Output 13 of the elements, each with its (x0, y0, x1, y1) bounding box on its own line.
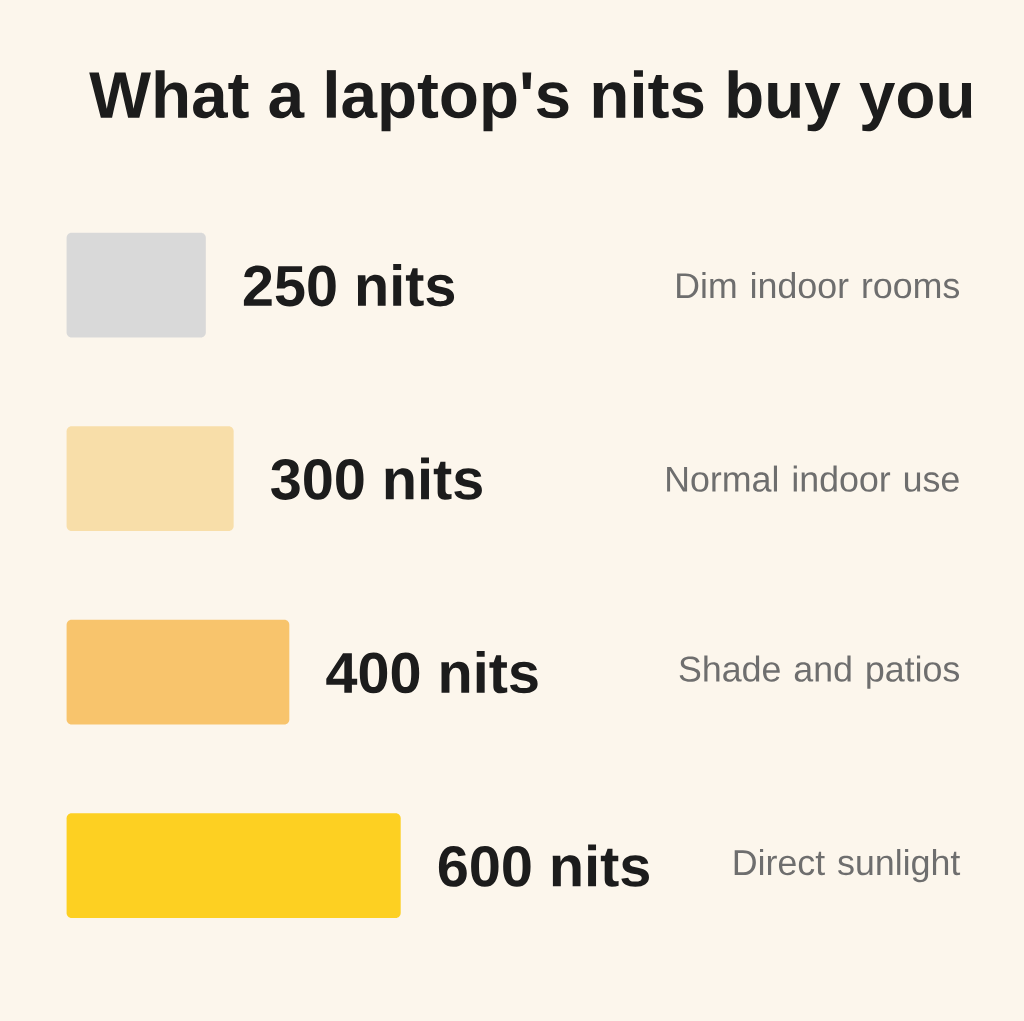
bar (66, 619, 290, 725)
y-tick-label: Shade and patios (679, 655, 960, 689)
bar (66, 813, 401, 918)
chart-title: What a laptop's nits buy you (89, 70, 972, 132)
data-label: 600 nits (438, 844, 649, 887)
data-label: 300 nits (271, 457, 482, 500)
y-tick-label: Dim indoor rooms (677, 271, 960, 299)
y-tick-label: Normal indoor use (667, 465, 959, 492)
bar (66, 232, 206, 338)
data-label: 400 nits (326, 650, 538, 694)
data-label: 250 nits (243, 263, 455, 307)
bar (66, 426, 234, 531)
y-tick-label: Direct sunlight (734, 848, 961, 883)
